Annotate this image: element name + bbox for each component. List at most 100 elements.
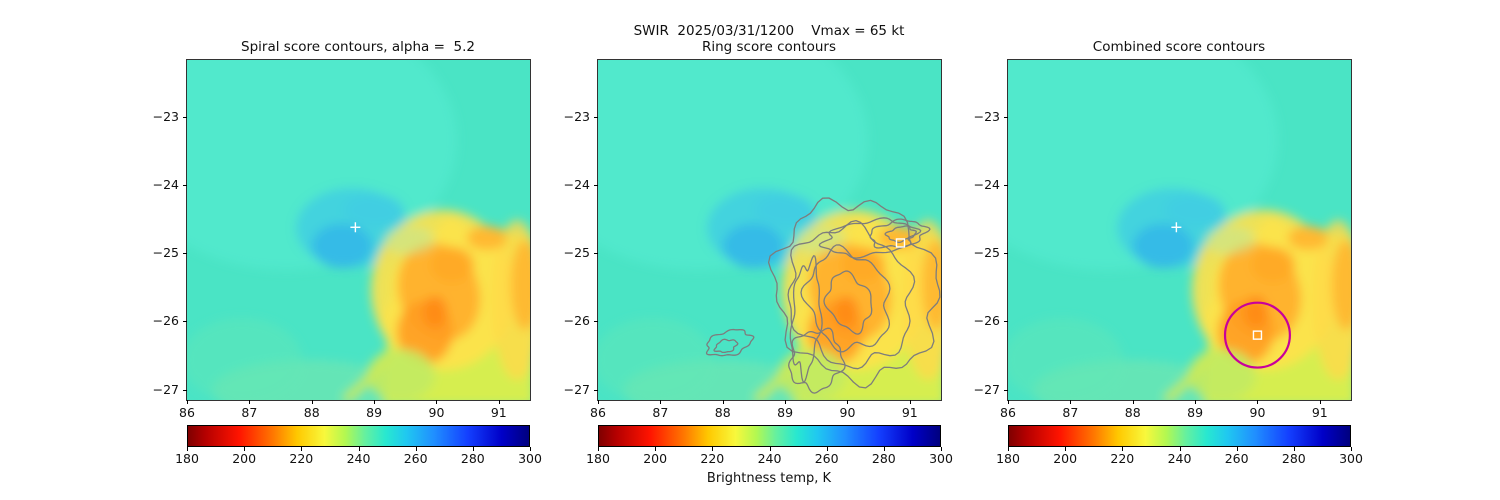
y-tick-label: −27 — [973, 381, 1000, 397]
y-tick-label: −24 — [152, 176, 179, 192]
y-tick-label: −27 — [152, 381, 179, 397]
colorbar-tick-label: 180 — [175, 451, 199, 466]
x-tick-label: 88 — [714, 405, 731, 420]
x-tickmark — [374, 400, 376, 404]
colorbar-tick-label: 300 — [518, 451, 542, 466]
x-tick-label: 90 — [428, 405, 445, 420]
ring-score-square-marker — [895, 238, 906, 248]
y-tickmark — [594, 184, 598, 186]
x-tick-label: 91 — [490, 405, 507, 420]
colorbar-tickmark — [530, 447, 531, 451]
colorbar-tickmark — [415, 447, 417, 451]
x-tickmark — [1257, 400, 1259, 404]
y-tickmark — [1004, 389, 1008, 391]
y-tick-label: −24 — [973, 176, 1000, 192]
y-tickmark — [1004, 116, 1008, 118]
contour-line — [869, 218, 931, 249]
y-tick-label: −25 — [973, 244, 1000, 260]
colorbar-tick-label: 220 — [289, 451, 314, 466]
contour-line — [884, 225, 917, 244]
colorbar-tick-label: 260 — [814, 451, 839, 466]
colorbar-tick-label: 280 — [1281, 451, 1306, 466]
colorbar-tick-label: 200 — [1053, 451, 1078, 466]
y-tickmark — [183, 321, 187, 323]
combined-overlay — [1171, 222, 1291, 369]
x-tickmark — [1132, 400, 1134, 404]
panel-title-spiral: Spiral score contours, alpha = 5.2 — [241, 39, 475, 55]
colorbar-tick-label: 240 — [346, 451, 371, 466]
y-tickmark — [594, 389, 598, 391]
colorbar-tick-label: 180 — [996, 451, 1020, 466]
x-tick-label: 86 — [1000, 405, 1016, 420]
y-tickmark — [183, 389, 187, 391]
colorbar-tickmark — [1008, 447, 1009, 451]
colorbar-tick-label: 300 — [929, 451, 953, 466]
x-tick-label: 91 — [901, 405, 918, 420]
y-tickmark — [183, 184, 187, 186]
ring-overlay — [705, 197, 941, 394]
colorbar-tick-label: 240 — [1167, 451, 1192, 466]
x-tick-label: 89 — [777, 405, 794, 420]
colorbar-tickmark — [598, 447, 599, 451]
panel-title-combined: Combined score contours — [1092, 39, 1266, 55]
colorbar-tickmark — [1293, 447, 1295, 451]
x-tickmark — [1319, 400, 1321, 404]
y-tick-label: −25 — [563, 244, 590, 260]
colorbar-tick-label: 260 — [403, 451, 428, 466]
x-tickmark — [785, 400, 787, 404]
y-tickmark — [183, 253, 187, 255]
y-tick-label: −23 — [563, 108, 590, 124]
contour-line — [705, 328, 755, 357]
x-tick-label: 87 — [1062, 405, 1079, 420]
colorbar-tickmark — [769, 447, 771, 451]
colorbar — [598, 425, 941, 447]
colorbar-tickmark — [1065, 447, 1067, 451]
brightness-temp-map — [187, 60, 530, 400]
brightness-temp-map — [598, 60, 941, 400]
x-tickmark — [598, 400, 599, 404]
map-spiral — [186, 59, 531, 401]
x-tickmark — [1008, 400, 1009, 404]
y-tick-label: −26 — [563, 313, 590, 329]
colorbar-tickmark — [883, 447, 885, 451]
y-tick-label: −24 — [563, 176, 590, 192]
colorbar-tick-label: 280 — [460, 451, 485, 466]
colorbar-tick-label: 200 — [232, 451, 257, 466]
x-tickmark — [187, 400, 188, 404]
colorbar-tick-label: 260 — [1224, 451, 1249, 466]
map-ring — [597, 59, 942, 401]
colorbar-tickmark — [244, 447, 246, 451]
contour-line — [818, 217, 922, 259]
x-tickmark — [847, 400, 849, 404]
colorbar-tickmark — [301, 447, 303, 451]
y-tick-label: −25 — [152, 244, 179, 260]
colorbar-tick-label: 280 — [871, 451, 896, 466]
x-tick-label: 87 — [652, 405, 669, 420]
colorbar-tickmark — [712, 447, 714, 451]
y-tick-label: −23 — [973, 108, 1000, 124]
colorbar-tick-label: 300 — [1339, 451, 1363, 466]
x-tickmark — [436, 400, 438, 404]
contour-line — [787, 219, 916, 370]
colorbar — [1008, 425, 1351, 447]
colorbar-tick-label: 220 — [1110, 451, 1135, 466]
y-tick-label: −26 — [973, 313, 1000, 329]
y-tickmark — [183, 116, 187, 118]
x-tick-label: 86 — [590, 405, 606, 420]
contour-line — [713, 338, 739, 354]
x-tick-label: 90 — [839, 405, 856, 420]
contour-line — [800, 244, 891, 353]
x-tick-label: 88 — [1124, 405, 1141, 420]
x-tickmark — [909, 400, 911, 404]
x-tickmark — [722, 400, 724, 404]
x-tickmark — [498, 400, 500, 404]
colorbar — [187, 425, 530, 447]
colorbar-tickmark — [1351, 447, 1352, 451]
colorbar-tickmark — [472, 447, 474, 451]
x-tick-label: 86 — [179, 405, 195, 420]
colorbar-tickmark — [187, 447, 188, 451]
x-tickmark — [660, 400, 662, 404]
colorbar-tickmark — [826, 447, 828, 451]
figure-suptitle: SWIR 2025/03/31/1200 Vmax = 65 kt — [633, 23, 905, 39]
x-tick-label: 91 — [1311, 405, 1328, 420]
